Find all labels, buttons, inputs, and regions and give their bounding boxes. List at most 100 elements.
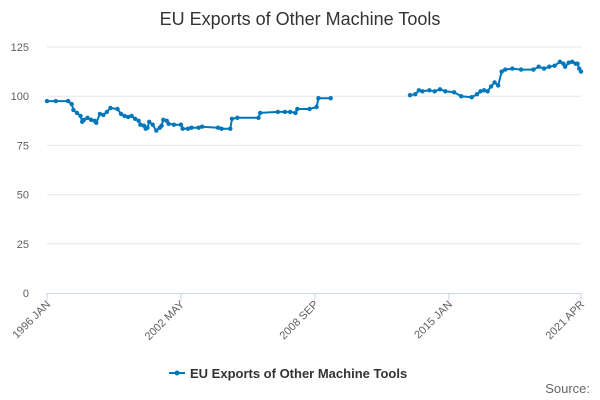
- data-point: [44, 98, 50, 104]
- data-point: [562, 64, 568, 69]
- data-point: [81, 117, 87, 123]
- data-point: [74, 110, 80, 116]
- y-axis-ticks: 0 25 50 75 100 125: [11, 42, 29, 300]
- data-point: [478, 89, 483, 94]
- data-point: [488, 84, 494, 89]
- data-point: [53, 98, 58, 104]
- x-tick-label: 2015 JAN: [412, 299, 455, 342]
- data-point: [122, 113, 127, 119]
- data-point: [115, 106, 120, 112]
- data-point: [147, 119, 152, 125]
- legend-label: EU Exports of Other Machine Tools: [190, 366, 407, 381]
- data-point: [136, 118, 141, 124]
- data-point: [469, 95, 474, 100]
- data-point: [161, 117, 166, 123]
- data-point: [510, 66, 515, 71]
- y-tick-label: 25: [17, 239, 29, 251]
- data-point: [150, 122, 155, 127]
- data-point: [219, 126, 224, 131]
- data-point: [138, 122, 143, 127]
- legend-marker: [174, 370, 180, 376]
- data-point: [196, 125, 201, 130]
- data-point: [427, 88, 432, 93]
- data-point: [180, 126, 185, 131]
- data-point: [416, 88, 422, 93]
- data-point: [557, 59, 563, 64]
- data-point: [578, 69, 584, 74]
- data-point: [78, 113, 83, 119]
- data-point: [85, 115, 90, 121]
- data-point: [199, 124, 205, 129]
- x-tick-label: 1996 JAN: [10, 299, 53, 342]
- data-point: [69, 101, 74, 107]
- data-point: [108, 105, 113, 111]
- data-point: [481, 88, 487, 93]
- data-point: [575, 61, 580, 66]
- source-credit: Source:: [545, 381, 590, 396]
- data-point: [229, 116, 235, 122]
- data-point: [570, 59, 575, 64]
- data-point: [185, 126, 191, 131]
- y-tick-label: 125: [11, 42, 29, 54]
- y-tick-label: 75: [17, 140, 29, 152]
- data-point: [256, 115, 261, 121]
- data-point: [413, 92, 418, 97]
- legend-item[interactable]: EU Exports of Other Machine Tools: [169, 366, 407, 381]
- data-point: [129, 113, 134, 119]
- data-point: [189, 125, 194, 130]
- data-point: [536, 64, 541, 69]
- data-point: [496, 83, 501, 88]
- data-point: [293, 110, 298, 116]
- data-point: [492, 80, 497, 85]
- grid-lines: [47, 46, 581, 245]
- data-point: [71, 107, 76, 113]
- data-point: [316, 96, 321, 101]
- data-point: [328, 96, 333, 101]
- data-point: [228, 126, 233, 131]
- data-point: [275, 109, 281, 115]
- data-point: [171, 122, 177, 127]
- data-point: [307, 106, 312, 112]
- data-point: [503, 67, 508, 72]
- data-point: [178, 122, 184, 127]
- data-point: [541, 66, 547, 71]
- data-point: [485, 89, 490, 94]
- data-point: [88, 117, 94, 123]
- data-point: [459, 94, 464, 99]
- y-tick-label: 50: [17, 190, 29, 202]
- data-point: [518, 67, 524, 72]
- data-point: [235, 115, 240, 121]
- data-point: [552, 63, 557, 68]
- data-point: [499, 69, 504, 74]
- data-point: [547, 64, 552, 69]
- series-eu-exports: [44, 59, 584, 133]
- data-point: [314, 104, 319, 110]
- series-line: [47, 97, 331, 132]
- data-point: [97, 111, 103, 117]
- data-point: [132, 116, 138, 122]
- data-point: [145, 125, 150, 130]
- data-point: [531, 67, 536, 72]
- data-point: [159, 123, 164, 128]
- data-point: [437, 87, 443, 92]
- data-point: [125, 114, 131, 120]
- data-point: [101, 112, 106, 118]
- data-point: [432, 89, 437, 94]
- data-point: [282, 109, 288, 115]
- x-tick-label: 2008 SEP: [277, 299, 321, 343]
- data-point: [474, 92, 480, 97]
- chart-title: EU Exports of Other Machine Tools: [160, 9, 441, 29]
- data-point: [154, 128, 159, 133]
- data-point: [566, 60, 571, 65]
- data-point: [443, 89, 448, 94]
- data-point: [166, 121, 171, 127]
- data-point: [104, 109, 110, 115]
- data-point: [215, 125, 221, 130]
- data-point: [65, 98, 71, 104]
- y-tick-label: 0: [23, 288, 29, 300]
- data-point: [420, 89, 425, 94]
- data-point: [118, 111, 124, 117]
- x-axis-ticks: 1996 JAN 2002 MAY 2008 SEP 2015 JAN 2021 APR: [10, 293, 587, 343]
- data-point: [288, 109, 293, 115]
